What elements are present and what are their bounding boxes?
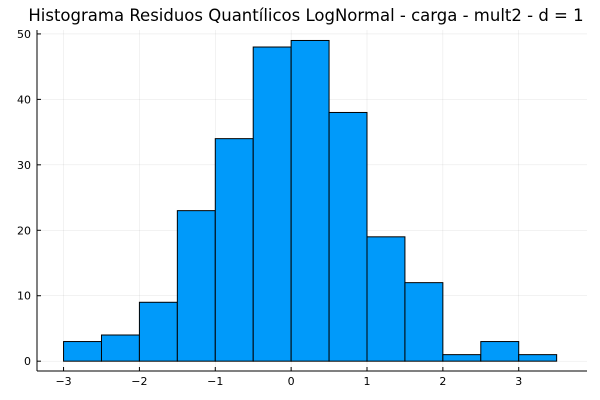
histogram-bar [214,138,254,362]
x-tick-label: 1 [364,375,371,388]
histogram-bar [252,46,292,362]
histogram-bar [518,354,558,362]
y-tick-label: 50 [17,28,31,41]
histogram-bar [290,39,330,362]
histogram-bar [100,334,140,362]
histogram-bar [138,301,178,362]
x-tick-label: 2 [439,375,446,388]
histogram-bar [404,282,444,362]
x-axis-ticks: −3 −2 −1 0 1 2 3 [55,367,522,388]
histogram-bar [442,354,482,362]
histogram-bar [328,111,368,362]
axes [36,30,587,372]
histogram-bar [366,236,406,362]
x-tick-label: −2 [131,375,147,388]
histogram-bar [63,341,102,362]
x-tick-label: −3 [55,375,71,388]
x-tick-label: −1 [207,375,223,388]
chart-title: Histograma Residuos Quantílicos LogNorma… [28,6,583,25]
histogram-bar [176,210,216,362]
histogram-bars [63,39,558,362]
histogram-bar [480,341,520,362]
y-tick-label: 30 [17,159,31,172]
y-tick-label: 10 [17,290,31,303]
y-tick-label: 20 [17,224,31,237]
y-tick-label: 40 [17,93,31,106]
x-tick-label: 3 [515,375,522,388]
y-axis-ticks: 0 10 20 30 40 50 [17,28,41,368]
y-tick-label: 0 [24,355,31,368]
x-tick-label: 0 [288,375,295,388]
